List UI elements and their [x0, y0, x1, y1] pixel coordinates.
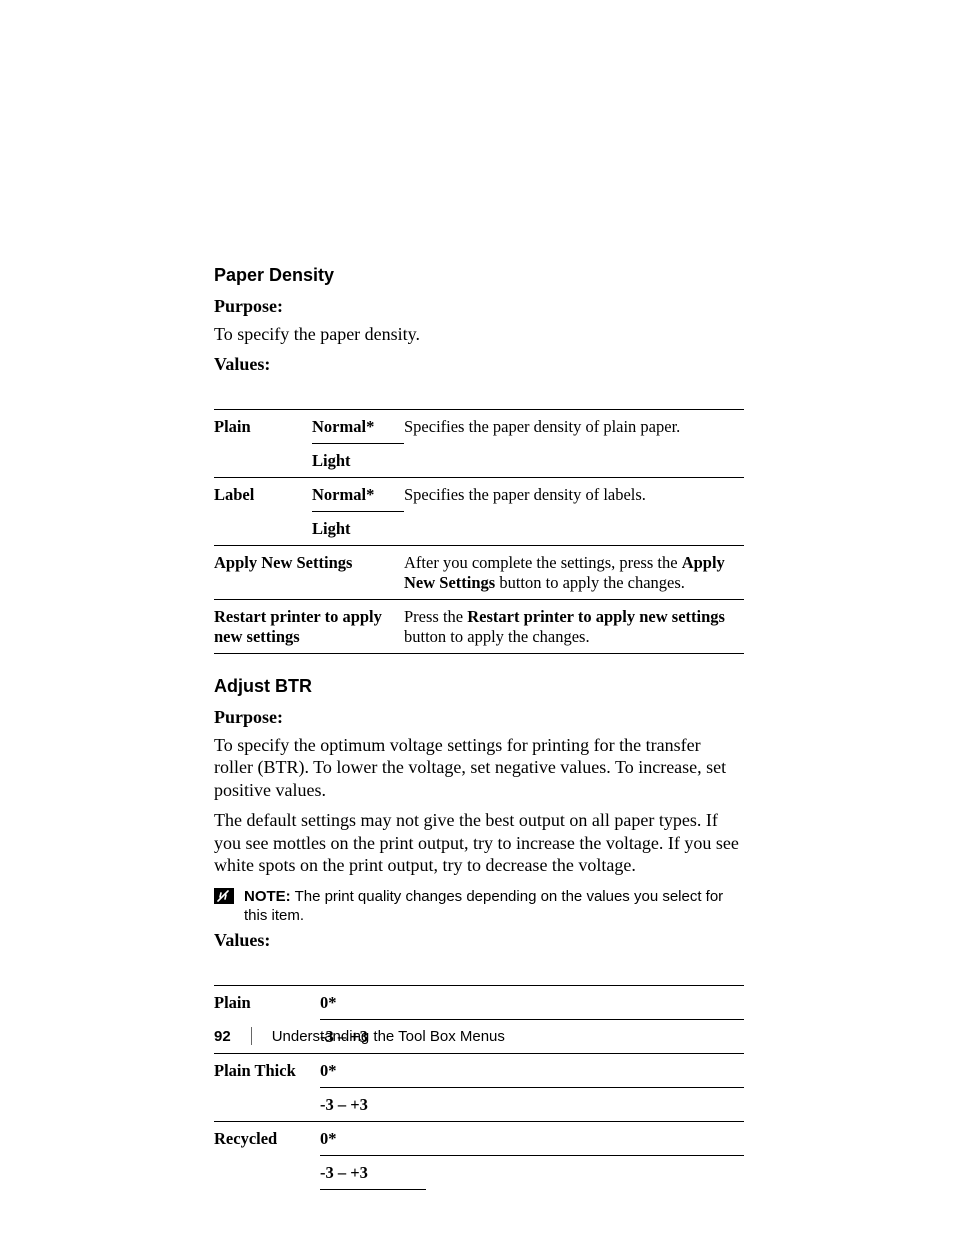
note-body: The print quality changes depending on t… [244, 888, 723, 925]
label-values-1: Values: [214, 354, 744, 375]
footer-title: Understanding the Tool Box Menus [272, 1028, 505, 1045]
cell-restart-label: Restart printer to apply new settings [214, 599, 404, 653]
label-purpose-1: Purpose: [214, 296, 744, 317]
btr-recycled-def: 0* [320, 1121, 426, 1155]
text-para2: The default settings may not give the be… [214, 809, 744, 877]
cell-plain-name: Plain [214, 409, 312, 443]
note-block: NOTE: The print quality changes dependin… [214, 887, 744, 926]
cell-label-opt1: Normal* [312, 477, 404, 511]
btr-thick-name: Plain Thick [214, 1053, 320, 1087]
label-values-2: Values: [214, 930, 744, 951]
heading-adjust-btr: Adjust BTR [214, 676, 744, 697]
table-paper-density: Plain Normal* Specifies the paper densit… [214, 409, 744, 654]
label-purpose-2: Purpose: [214, 707, 744, 728]
btr-recycled-range: -3 – +3 [320, 1155, 426, 1189]
cell-plain-desc: Specifies the paper density of plain pap… [404, 409, 744, 443]
page-footer: 92 Understanding the Tool Box Menus [214, 1027, 505, 1045]
restart-desc-post: button to apply the changes. [404, 627, 590, 646]
btr-plain-def: 0* [320, 985, 426, 1019]
btr-thick-def: 0* [320, 1053, 426, 1087]
note-bold: NOTE: [244, 888, 291, 905]
cell-plain-opt1: Normal* [312, 409, 404, 443]
text-purpose-1: To specify the paper density. [214, 323, 744, 346]
text-purpose-2: To specify the optimum voltage settings … [214, 734, 744, 802]
cell-apply-label: Apply New Settings [214, 545, 404, 599]
cell-restart-desc: Press the Restart printer to apply new s… [404, 599, 744, 653]
note-icon [214, 888, 234, 904]
btr-thick-range: -3 – +3 [320, 1087, 426, 1121]
restart-desc-bold: Restart printer to apply new settings [467, 607, 725, 626]
btr-plain-name: Plain [214, 985, 320, 1019]
apply-desc-post: button to apply the changes. [495, 573, 685, 592]
apply-desc-pre: After you complete the settings, press t… [404, 553, 682, 572]
cell-label-desc: Specifies the paper density of labels. [404, 477, 744, 511]
footer-divider [251, 1027, 252, 1045]
restart-desc-pre: Press the [404, 607, 467, 626]
cell-label-opt2: Light [312, 511, 404, 545]
cell-plain-opt2: Light [312, 443, 404, 477]
btr-recycled-name: Recycled [214, 1121, 320, 1155]
table-adjust-btr: Plain 0* -3 – +3 Plain Thick 0* -3 – +3 … [214, 985, 744, 1190]
cell-apply-desc: After you complete the settings, press t… [404, 545, 744, 599]
page-number: 92 [214, 1028, 231, 1045]
heading-paper-density: Paper Density [214, 265, 744, 286]
cell-label-name: Label [214, 477, 312, 511]
